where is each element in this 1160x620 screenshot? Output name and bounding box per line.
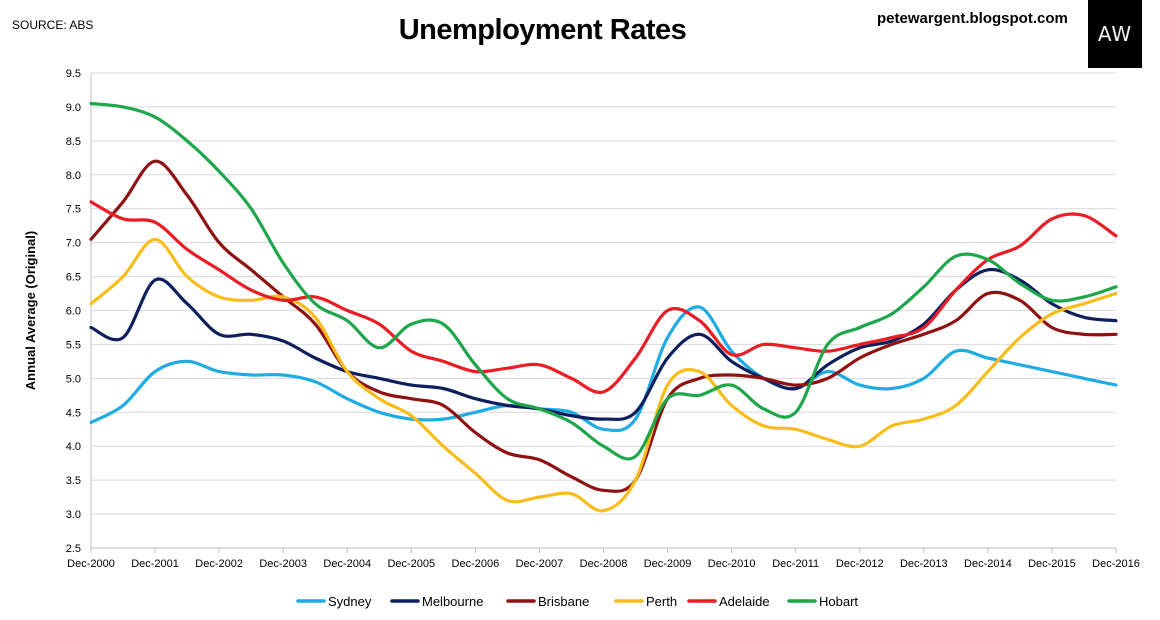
x-tick-label: Dec-2011 [772,558,819,570]
series-line-brisbane [89,159,1118,493]
legend-label-melbourne: Melbourne [422,594,483,609]
legend-label-perth: Perth [646,594,677,609]
y-tick-label: 7.5 [66,204,81,216]
legend-label-hobart: Hobart [819,594,858,609]
y-tick-label: 6.0 [66,306,81,318]
y-tick-label: 2.5 [66,543,81,555]
x-tick-label: Dec-2000 [67,558,115,570]
x-tick-label: Dec-2002 [195,558,243,570]
y-tick-label: 5.0 [66,373,81,385]
x-tick-label: Dec-2013 [900,558,948,570]
x-tick-label: Dec-2004 [323,558,371,570]
x-tick-label: Dec-2009 [644,558,692,570]
x-tick-label: Dec-2016 [1092,558,1140,570]
chart-title: Unemployment Rates [398,14,687,46]
legend-label-brisbane: Brisbane [538,594,589,609]
legend-label-adelaide: Adelaide [719,594,770,609]
gridlines [91,72,1116,549]
blog-url: petewargent.blogspot.com [877,10,1068,27]
logo-text: AW [1097,22,1133,46]
x-tick-label: Dec-2006 [452,558,500,570]
x-tick-label: Dec-2003 [259,558,307,570]
series-lines [89,101,1118,513]
aw-logo: AW [1088,0,1142,68]
series-line-adelaide [89,200,1118,395]
x-tick-label: Dec-2008 [580,558,628,570]
y-tick-label: 8.5 [66,136,81,148]
x-tick-label: Dec-2005 [387,558,435,570]
y-tick-label: 3.5 [66,475,81,487]
y-tick-label: 8.0 [66,170,81,182]
y-axis-ticks: 2.5 3.0 3.5 4.0 4.5 5.0 5.5 6.0 6.5 7.0 7.5 8.0 8.5 9… [66,68,81,555]
x-tick-label: Dec-2012 [836,558,884,570]
x-tick-label: Dec-2010 [708,558,756,570]
series-line-sydney [89,305,1118,433]
x-tick-label: Dec-2014 [964,558,1012,570]
y-tick-label: 4.5 [66,407,81,419]
y-tick-label: 5.5 [66,339,81,351]
series-line-perth [89,237,1118,513]
x-tick-label: Dec-2001 [131,558,179,570]
y-tick-label: 9.0 [66,102,81,114]
source-note: SOURCE: ABS [12,18,94,32]
x-axis-ticks: Dec-2000 Dec-2001 Dec-2002 Dec-2003 Dec-2004… [67,548,1140,570]
legend-label-sydney: Sydney [328,594,372,609]
y-tick-label: 7.0 [66,238,81,250]
x-tick-label: Dec-2007 [516,558,564,570]
y-tick-label: 9.5 [66,68,81,80]
x-tick-label: Dec-2015 [1028,558,1076,570]
series-line-hobart [89,101,1118,461]
legend: Sydney Melbourne Brisbane Perth Adelaide Hoba… [296,594,858,609]
y-axis-label: Annual Average (Original) [23,231,38,390]
y-tick-label: 3.0 [66,509,81,521]
y-tick-label: 4.0 [66,441,81,453]
y-tick-label: 6.5 [66,272,81,284]
